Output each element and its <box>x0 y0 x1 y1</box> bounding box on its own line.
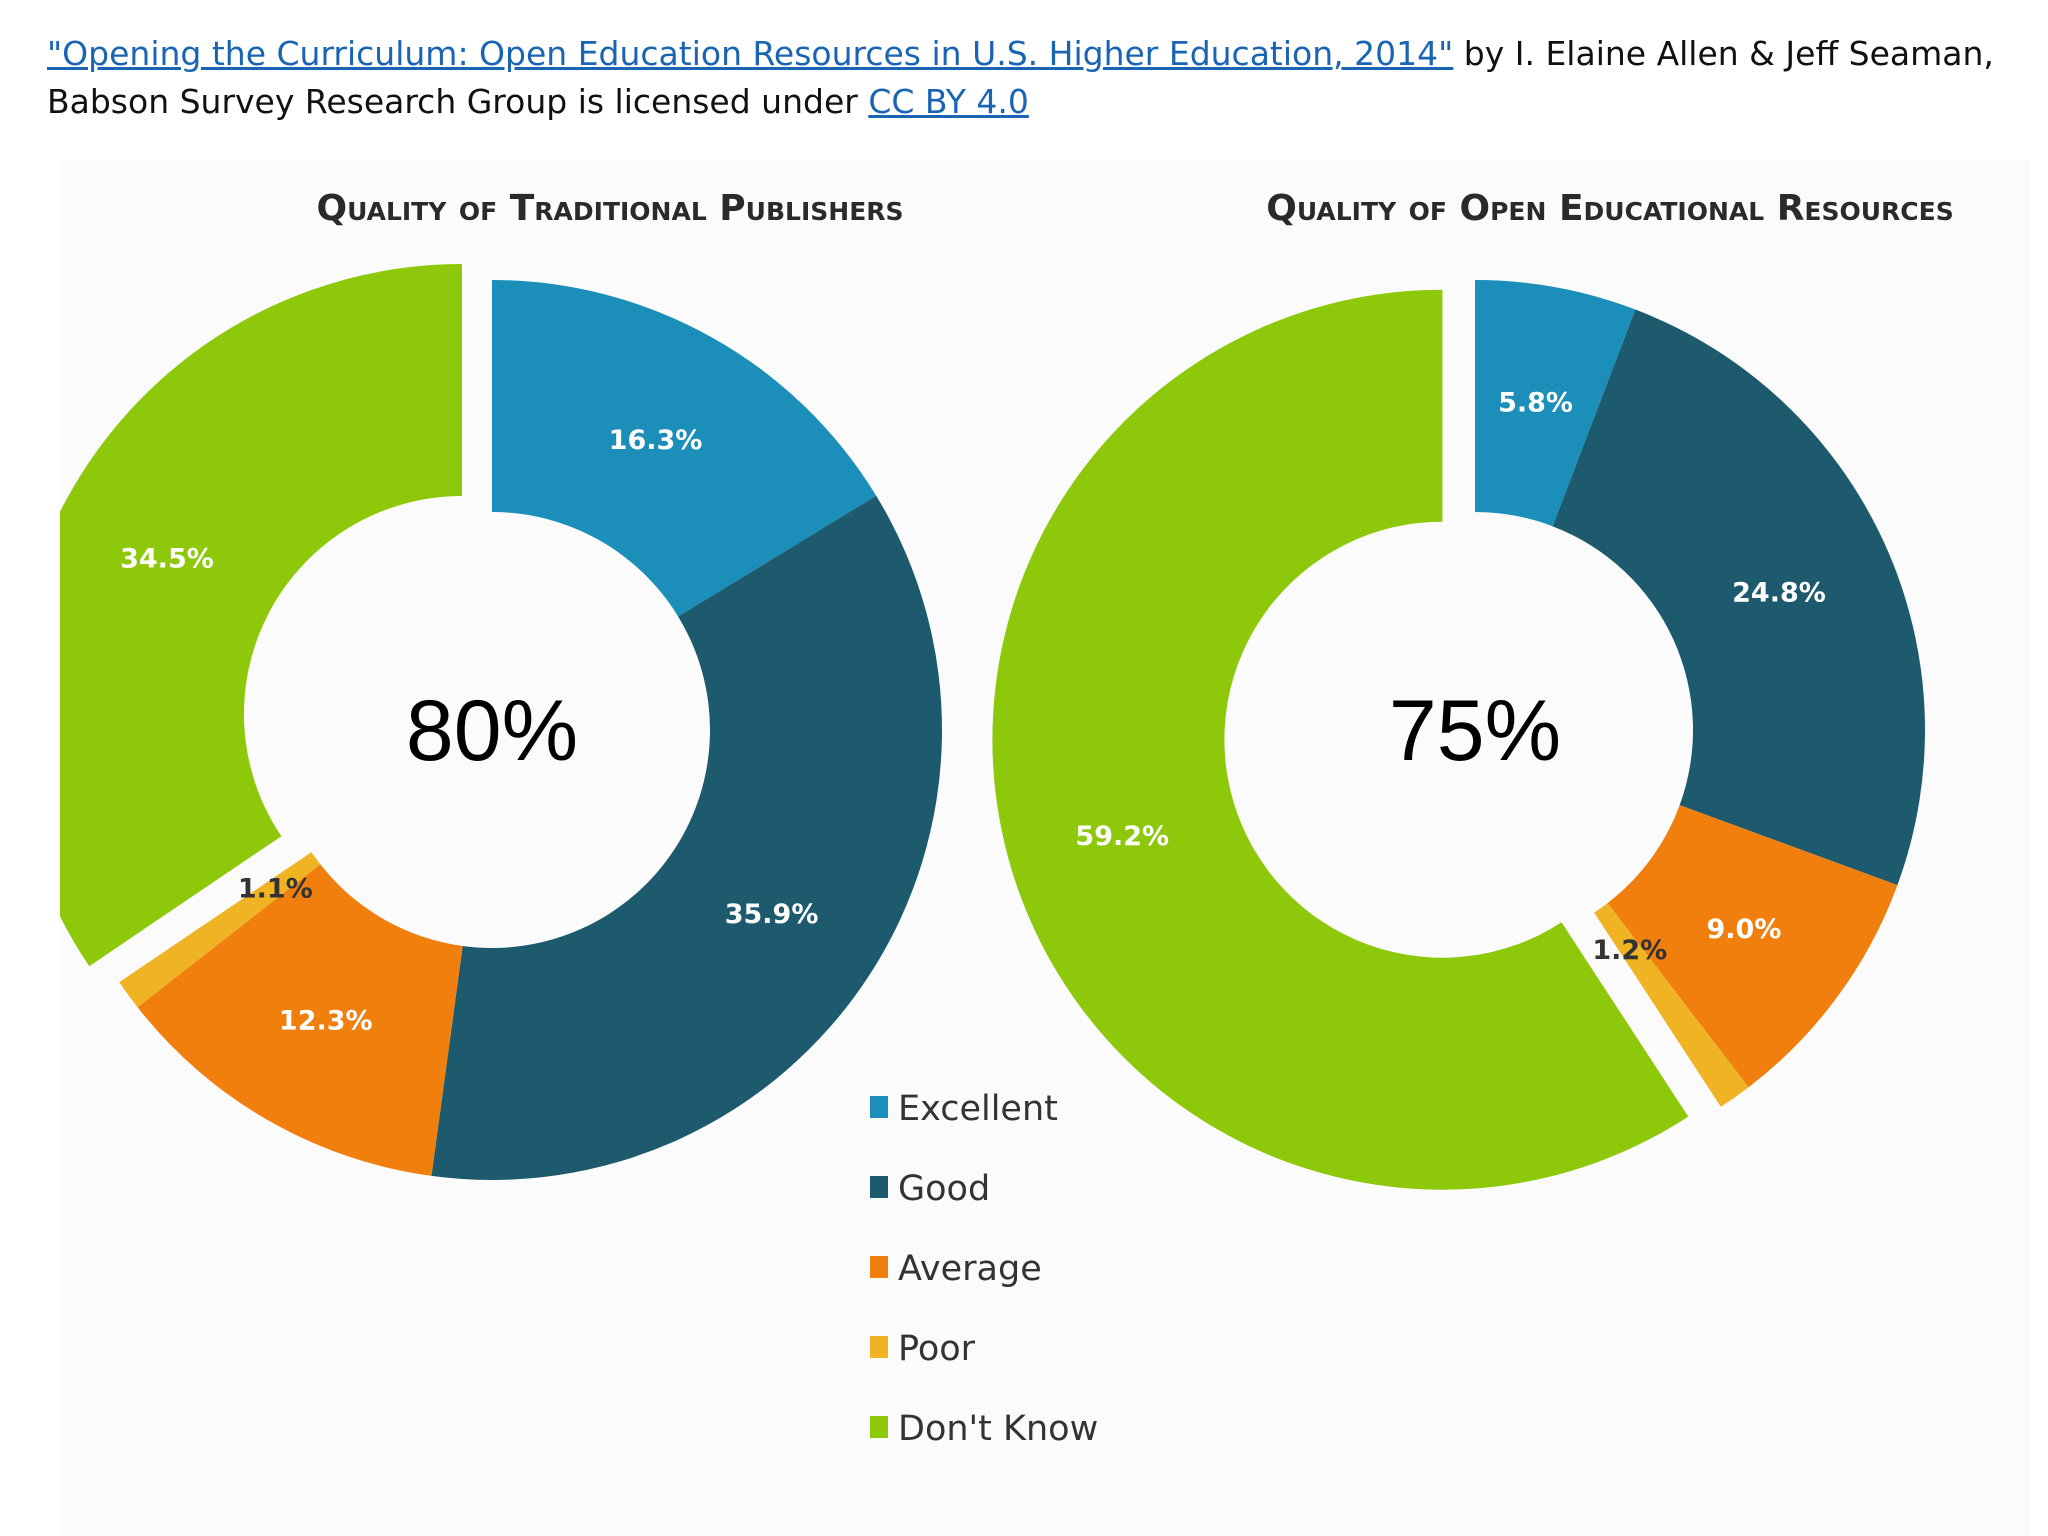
slice-average: 9.0% <box>1607 805 1898 1088</box>
slice-poor-arc <box>119 852 321 1008</box>
slice-don-t-know-arc <box>60 264 462 967</box>
slice-label-average: 12.3% <box>279 1006 373 1037</box>
legend-swatch <box>870 1416 888 1438</box>
legend-item-don-t-know: Don't Know <box>870 1409 1098 1449</box>
legend-item-poor: Poor <box>870 1329 976 1369</box>
slice-good-arc <box>1552 309 1925 886</box>
legend-label: Excellent <box>898 1089 1058 1129</box>
donut-chart-2: Quality of Open Educational Resources 5.8… <box>992 188 1954 1190</box>
attribution-by-text: by I. Elaine Allen & Jeff Seaman, Babson… <box>47 34 1994 121</box>
slice-label-excellent: 16.3% <box>609 425 703 456</box>
donut-charts: Quality of Traditional Publishers 16.3% 35… <box>60 188 1954 1449</box>
slice-excellent-arc <box>1475 280 1636 527</box>
slice-label-poor: 1.2% <box>1592 935 1667 966</box>
slice-label-average: 9.0% <box>1707 914 1782 945</box>
chart-area: Quality of Traditional Publishers 16.3% 35… <box>60 160 2030 1536</box>
legend-swatch <box>870 1176 888 1198</box>
legend-item-average: Average <box>870 1249 1042 1289</box>
slice-don-t-know: 34.5% <box>60 264 462 967</box>
legend: Excellent Good Average Poor Don't Know <box>870 1089 1098 1449</box>
slice-average-arc <box>137 864 463 1176</box>
slice-excellent: 16.3% <box>492 280 877 617</box>
slice-poor: 1.1% <box>119 852 321 1008</box>
legend-item-excellent: Excellent <box>870 1089 1058 1129</box>
slice-don-t-know-arc <box>992 289 1689 1190</box>
slice-poor: 1.2% <box>1592 903 1749 1107</box>
slice-good-arc <box>431 495 942 1181</box>
source-link[interactable]: "Opening the Curriculum: Open Education … <box>47 34 1454 73</box>
donut-chart-1: Quality of Traditional Publishers 16.3% 35… <box>60 188 942 1181</box>
legend-swatch <box>870 1336 888 1358</box>
slice-label-poor: 1.1% <box>238 874 313 905</box>
legend-label: Poor <box>898 1329 976 1369</box>
slice-label-don-t-know: 59.2% <box>1075 821 1169 852</box>
slice-good: 35.9% <box>431 495 942 1181</box>
slice-poor-arc <box>1594 903 1749 1107</box>
slice-label-don-t-know: 34.5% <box>120 543 214 574</box>
slice-excellent: 5.8% <box>1475 280 1636 527</box>
slice-average: 12.3% <box>137 864 463 1176</box>
legend-swatch <box>870 1096 888 1118</box>
slice-label-good: 24.8% <box>1732 578 1826 609</box>
slice-excellent-arc <box>492 280 877 617</box>
legend-label: Don't Know <box>898 1409 1098 1449</box>
legend-label: Good <box>898 1169 990 1209</box>
center-percentage: 80% <box>406 683 578 779</box>
legend-swatch <box>870 1256 888 1278</box>
legend-item-good: Good <box>870 1169 990 1209</box>
chart-title: Quality of Traditional Publishers <box>316 188 903 229</box>
chart-title: Quality of Open Educational Resources <box>1266 188 1954 229</box>
center-percentage: 75% <box>1389 683 1561 779</box>
slice-label-good: 35.9% <box>725 899 819 930</box>
attribution-text: "Opening the Curriculum: Open Education … <box>47 30 2007 126</box>
legend-label: Average <box>898 1249 1042 1289</box>
slice-good: 24.8% <box>1552 309 1925 886</box>
slice-average-arc <box>1607 805 1898 1088</box>
license-link[interactable]: CC BY 4.0 <box>868 82 1029 121</box>
slice-label-excellent: 5.8% <box>1498 388 1573 419</box>
slice-don-t-know: 59.2% <box>992 289 1689 1190</box>
